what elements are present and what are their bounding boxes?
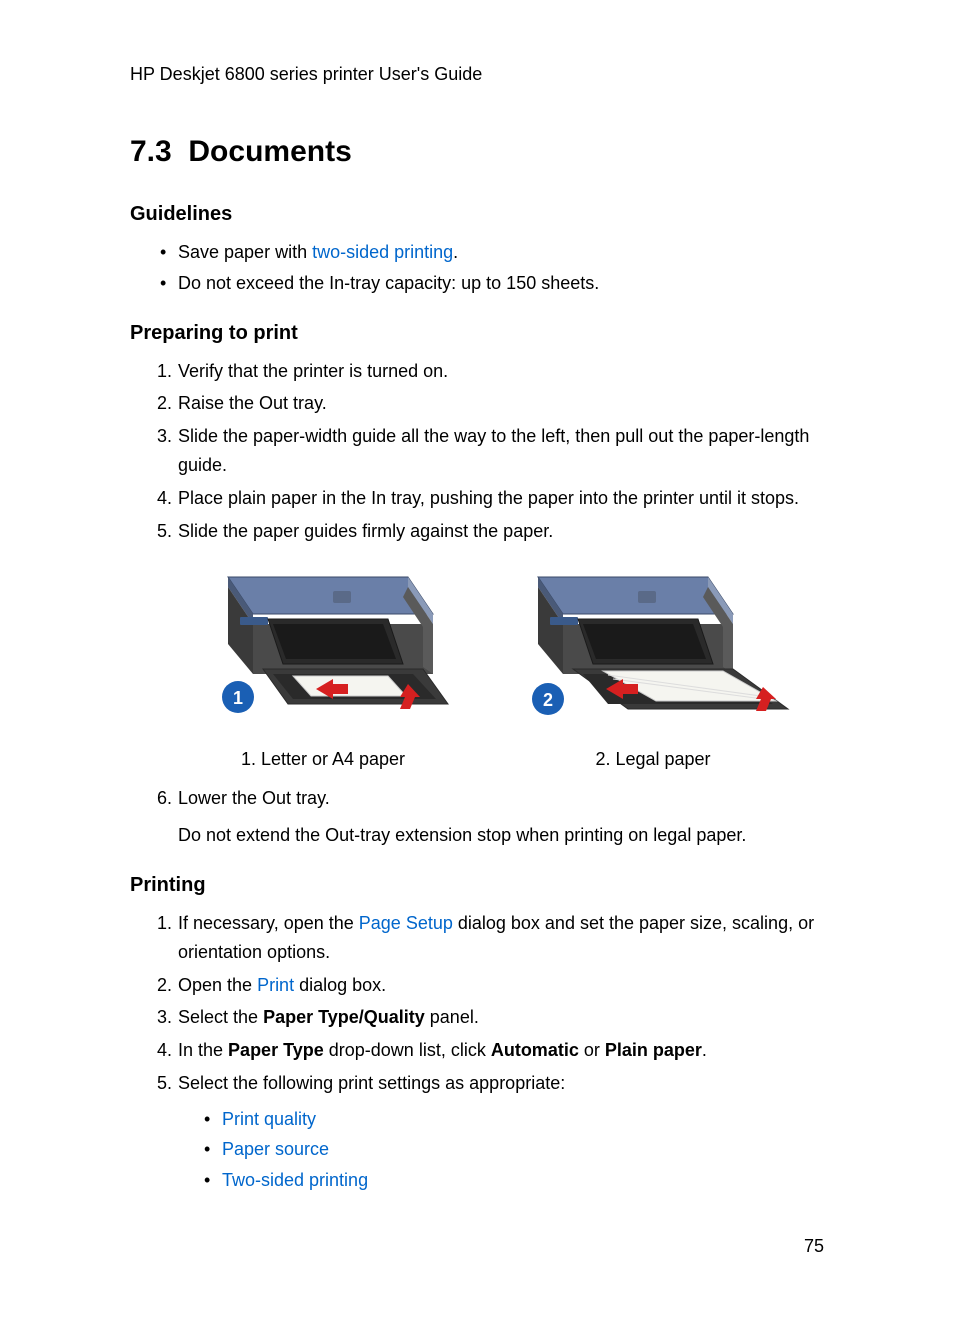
preparing-list: Verify that the printer is turned on. Ra… — [130, 357, 824, 546]
figure-1-caption: 1. Letter or A4 paper — [178, 749, 468, 770]
bold-text: Plain paper — [605, 1040, 702, 1060]
page-number: 75 — [804, 1236, 824, 1257]
guidelines-list: Save paper with two-sided printing. Do n… — [130, 238, 824, 298]
printer-illustration-1: 1 — [178, 569, 468, 734]
printer-illustration-2: 2 — [508, 569, 798, 734]
text: . — [702, 1040, 707, 1060]
printing-heading: Printing — [130, 874, 824, 897]
figures-row: 1 1. Letter or A4 paper — [178, 569, 824, 770]
prep-step: Slide the paper-width guide all the way … — [178, 422, 824, 480]
guideline-item: Save paper with two-sided printing. — [178, 238, 824, 267]
text: Open the — [178, 975, 257, 995]
text: If necessary, open the — [178, 913, 359, 933]
prep-step-note: Do not extend the Out-tray extension sto… — [178, 821, 824, 850]
print-step: In the Paper Type drop-down list, click … — [178, 1036, 824, 1065]
section-number: 7.3 — [130, 135, 172, 168]
print-step: Select the Paper Type/Quality panel. — [178, 1003, 824, 1032]
figure-1: 1 1. Letter or A4 paper — [178, 569, 468, 770]
text: Save paper with — [178, 242, 312, 262]
text: Select the following print settings as a… — [178, 1073, 565, 1093]
prep-step: Raise the Out tray. — [178, 389, 824, 418]
svg-text:1: 1 — [233, 688, 243, 708]
figure-2: 2 2. Legal paper — [508, 569, 798, 770]
two-sided-printing-link[interactable]: two-sided printing — [312, 242, 453, 262]
guideline-item: Do not exceed the In-tray capacity: up t… — [178, 269, 824, 298]
bold-text: Paper Type — [228, 1040, 324, 1060]
section-title: 7.3 Documents — [130, 135, 824, 169]
print-step: If necessary, open the Page Setup dialog… — [178, 909, 824, 967]
print-link[interactable]: Print — [257, 975, 294, 995]
text: or — [579, 1040, 605, 1060]
printing-list: If necessary, open the Page Setup dialog… — [130, 909, 824, 1196]
print-step: Select the following print settings as a… — [178, 1069, 824, 1196]
print-step: Open the Print dialog box. — [178, 971, 824, 1000]
guidelines-heading: Guidelines — [130, 203, 824, 226]
section-name: Documents — [188, 135, 351, 168]
preparing-list-cont: Lower the Out tray. Do not extend the Ou… — [130, 784, 824, 850]
print-settings-list: Print quality Paper source Two-sided pri… — [178, 1104, 824, 1196]
text: . — [453, 242, 458, 262]
text: dialog box. — [294, 975, 386, 995]
page-setup-link[interactable]: Page Setup — [359, 913, 453, 933]
prep-step: Slide the paper guides firmly against th… — [178, 517, 824, 546]
figure-2-caption: 2. Legal paper — [508, 749, 798, 770]
text: panel. — [425, 1007, 479, 1027]
bold-text: Automatic — [491, 1040, 579, 1060]
bold-text: Paper Type/Quality — [263, 1007, 425, 1027]
text: Lower the Out tray. — [178, 788, 330, 808]
text: In the — [178, 1040, 228, 1060]
prep-step: Lower the Out tray. Do not extend the Ou… — [178, 784, 824, 850]
preparing-heading: Preparing to print — [130, 322, 824, 345]
print-quality-link[interactable]: Print quality — [222, 1104, 824, 1135]
two-sided-printing-link[interactable]: Two-sided printing — [222, 1165, 824, 1196]
prep-step: Place plain paper in the In tray, pushin… — [178, 484, 824, 513]
prep-step: Verify that the printer is turned on. — [178, 357, 824, 386]
text: Select the — [178, 1007, 263, 1027]
svg-text:2: 2 — [543, 690, 553, 710]
paper-source-link[interactable]: Paper source — [222, 1134, 824, 1165]
text: drop-down list, click — [324, 1040, 491, 1060]
page-header: HP Deskjet 6800 series printer User's Gu… — [130, 64, 824, 85]
